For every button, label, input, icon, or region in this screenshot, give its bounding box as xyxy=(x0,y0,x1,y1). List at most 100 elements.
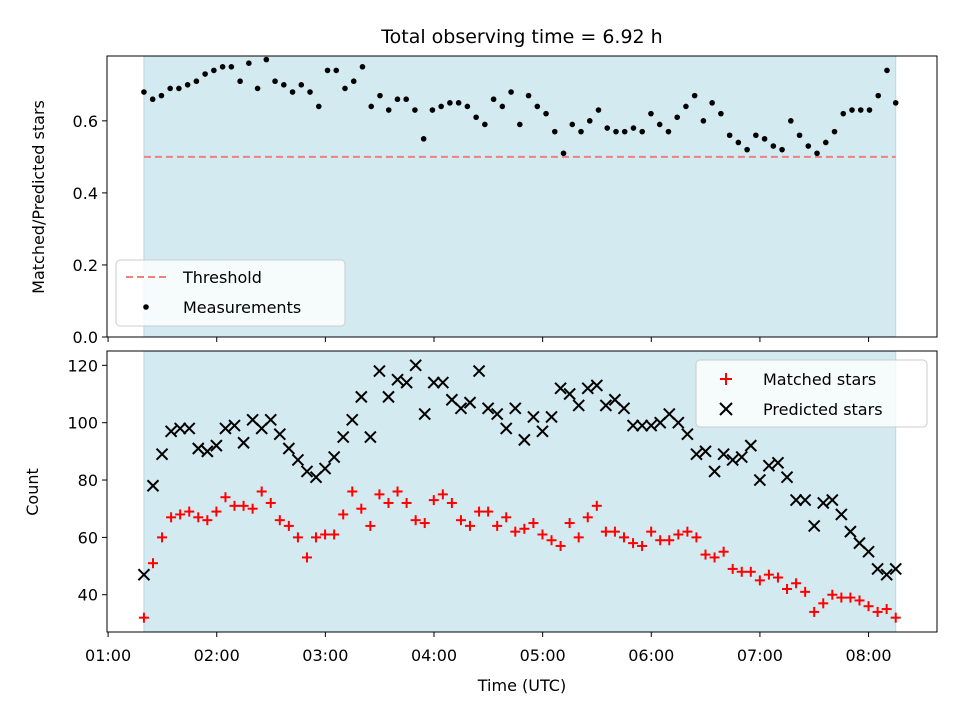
matched-star-point xyxy=(211,506,222,517)
x-tick-label: 02:00 xyxy=(194,646,240,665)
matched-star-point xyxy=(845,592,856,603)
predicted-star-point xyxy=(744,439,758,452)
matched-star-point xyxy=(446,497,457,508)
top-y-axis-label: Matched/Predicted stars xyxy=(29,100,48,294)
matched-star-point xyxy=(292,532,303,543)
measurement-point xyxy=(831,128,838,135)
predicted-star-point xyxy=(336,430,350,444)
measurement-point xyxy=(385,107,392,113)
measurement-point xyxy=(447,100,453,106)
matched-star-point xyxy=(791,578,802,589)
matched-star-point xyxy=(157,532,168,543)
measurement-point xyxy=(796,132,803,139)
matched-star-point xyxy=(383,497,394,508)
matched-star-point xyxy=(573,532,584,543)
measurement-point xyxy=(324,67,331,74)
matched-star-point xyxy=(483,506,494,517)
predicted-star-point xyxy=(518,433,531,447)
predicted-star-point xyxy=(572,399,585,412)
measurement-point xyxy=(814,150,820,157)
predicted-star-point xyxy=(690,448,703,461)
predicted-star-point xyxy=(617,402,631,415)
predicted-star-point xyxy=(880,568,893,581)
predicted-star-point xyxy=(527,410,540,424)
measurement-point xyxy=(315,103,322,110)
measurement-point xyxy=(158,92,165,99)
predicted-star-point xyxy=(454,402,468,415)
predicted-star-point xyxy=(355,390,368,404)
bottom-y-ticks: 40 60 80 100 120 xyxy=(67,356,107,605)
matched-star-point xyxy=(772,572,783,583)
x-tick-label: 01:00 xyxy=(85,646,131,665)
matched-star-point xyxy=(338,509,349,520)
measurement-point xyxy=(621,128,628,135)
matched-star-point xyxy=(754,575,765,586)
y-tick-label: 120 xyxy=(67,356,98,375)
predicted-star-point xyxy=(681,427,694,441)
measurement-point xyxy=(683,103,689,110)
measurement-point xyxy=(770,143,777,149)
matched-star-point xyxy=(637,540,648,551)
measurement-point xyxy=(525,92,532,99)
predicted-star-point xyxy=(871,562,884,576)
predicted-star-point xyxy=(192,442,205,455)
bottom-legend-box xyxy=(695,359,928,428)
predicted-star-point xyxy=(463,396,477,409)
matched-star-point xyxy=(374,489,385,500)
measurement-point xyxy=(272,78,278,85)
matched-star-point xyxy=(501,512,512,523)
predicted-star-point xyxy=(481,402,495,415)
measurement-point xyxy=(517,121,523,128)
measurement-point xyxy=(674,114,680,121)
x-tick-label: 07:00 xyxy=(737,646,783,665)
predicted-star-point xyxy=(726,453,739,467)
measurement-point xyxy=(237,78,243,85)
measurement-point xyxy=(333,67,340,74)
measurement-point xyxy=(176,85,182,92)
predicted-star-point xyxy=(780,470,794,484)
matched-star-point xyxy=(256,486,267,497)
top-legend: Threshold Measurements xyxy=(115,259,346,327)
y-tick-label: 0.2 xyxy=(73,256,98,275)
measurement-point xyxy=(560,150,567,157)
matched-star-point xyxy=(872,606,883,617)
measurement-point xyxy=(648,110,654,117)
matched-star-point xyxy=(229,500,240,511)
matched-star-point xyxy=(537,529,548,540)
count-panel: 40 60 80 100 120 01:00 02:00 03:00 04:00 05:00 06… xyxy=(23,350,938,695)
predicted-star-point xyxy=(146,479,160,492)
measurement-point xyxy=(368,103,375,110)
matched-star-point xyxy=(410,515,421,526)
x-axis-label: Time (UTC) xyxy=(477,676,566,695)
predicted-star-point xyxy=(563,387,576,401)
matched-star-point xyxy=(600,526,611,537)
measurement-point xyxy=(263,56,270,63)
matched-star-point xyxy=(528,518,539,529)
ratio-panel: 0.0 0.2 0.4 0.6 Matched/Predicted stars Thr… xyxy=(29,55,938,347)
legend-matched-label: Matched stars xyxy=(763,370,876,389)
measurement-point xyxy=(184,82,191,88)
predicted-star-point xyxy=(599,399,613,412)
matched-star-point xyxy=(673,529,684,540)
matched-star-point xyxy=(718,546,729,557)
measurement-point xyxy=(551,128,558,135)
legend-threshold-label: Threshold xyxy=(182,268,262,287)
matched-star-point xyxy=(301,552,312,563)
measurement-point xyxy=(490,96,497,103)
measurement-point xyxy=(202,71,208,77)
predicted-star-point xyxy=(509,402,522,415)
legend-measurements-label: Measurements xyxy=(183,298,301,317)
predicted-star-point xyxy=(472,364,486,378)
measurement-point xyxy=(499,103,506,110)
matched-star-point xyxy=(546,535,557,546)
predicted-star-point xyxy=(590,379,604,392)
matched-star-point xyxy=(329,529,340,540)
predicted-star-point xyxy=(210,439,223,452)
measurement-point xyxy=(726,132,733,139)
measurement-point xyxy=(857,107,864,113)
predicted-star-point xyxy=(164,425,178,438)
y-tick-label: 40 xyxy=(78,586,98,605)
measurement-point xyxy=(604,125,611,131)
measurement-point xyxy=(595,107,602,113)
predicted-star-point xyxy=(554,382,567,395)
